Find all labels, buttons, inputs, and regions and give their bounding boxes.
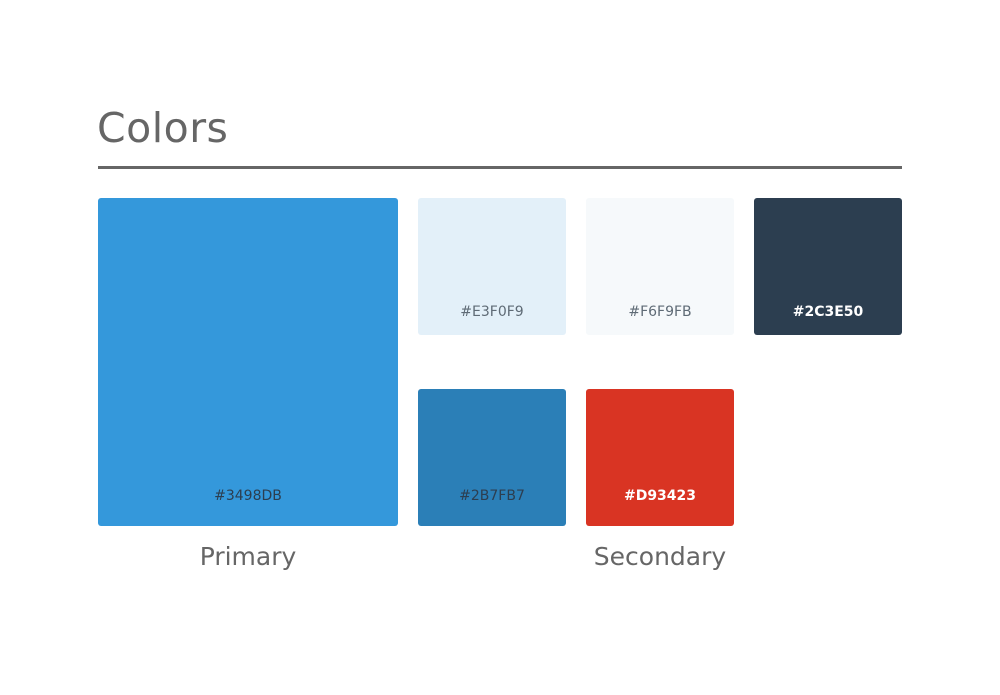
swatch-f6f9fb: #F6F9FB xyxy=(586,198,734,335)
swatch-e3f0f9: #E3F0F9 xyxy=(418,198,566,335)
swatch-code: #E3F0F9 xyxy=(460,304,524,320)
swatch-2c3e50: #2C3E50 xyxy=(754,198,902,335)
swatch-code: #D93423 xyxy=(623,488,697,504)
swatch-code: #2B7FB7 xyxy=(459,488,525,504)
swatch-d93423: #D93423 xyxy=(586,389,734,526)
group-label-primary: Primary xyxy=(199,542,297,571)
swatch-code: #F6F9FB xyxy=(628,304,692,320)
swatch-code: #2C3E50 xyxy=(792,304,864,320)
group-label-secondary: Secondary xyxy=(593,542,727,571)
swatch-code: #3498DB xyxy=(214,488,282,504)
title-divider xyxy=(98,166,902,169)
swatch-2b7fb7: #2B7FB7 xyxy=(418,389,566,526)
page-title: Colors xyxy=(97,104,229,152)
swatch-primary-3498db: #3498DB xyxy=(98,198,398,526)
